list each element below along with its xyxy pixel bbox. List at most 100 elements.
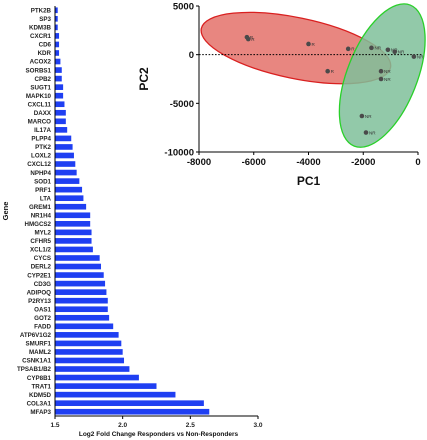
- bar-atp6v1g2: [55, 332, 119, 338]
- bar-kdm5d: [55, 391, 176, 398]
- pca-point-nr: [363, 130, 369, 135]
- bar-category-label: KDM3B: [29, 25, 52, 32]
- group-ellipse-nr: [338, 3, 426, 148]
- bar-category-label: DERL2: [31, 264, 52, 271]
- bar-category-label: MAPK10: [26, 93, 52, 100]
- bar-hmgcs2: [55, 220, 91, 227]
- bar-category-label: SORBS1: [26, 67, 52, 74]
- bar-x-tick-label: 2.0: [118, 422, 127, 429]
- pca-y-tick-label: -5000: [170, 99, 194, 110]
- bar-category-label: SUGT1: [30, 84, 51, 91]
- pca-point-label: NR: [384, 69, 391, 74]
- bar-category-label: HMGCS2: [25, 221, 52, 228]
- bar-kdm3b: [55, 24, 58, 31]
- bar-category-label: ACOX2: [30, 59, 52, 66]
- pca-point-label: R: [351, 47, 355, 52]
- bar-category-label: PLPP4: [31, 136, 51, 143]
- pca-point-label: NR: [365, 114, 372, 119]
- pca-point-label: R: [251, 37, 255, 42]
- bar-category-label: FADD: [34, 324, 51, 331]
- bar-trat1: [55, 383, 157, 389]
- bar-category-label: NR1H4: [31, 212, 52, 219]
- pca-point-label: R: [312, 42, 316, 47]
- pca-point-label: R: [331, 69, 335, 74]
- bar-cxcl12: [55, 161, 76, 167]
- bar-cyp8b1: [55, 374, 139, 381]
- bar-marco: [55, 118, 66, 125]
- pca-y-tick-label: 5000: [173, 2, 194, 13]
- bar-mfap3: [55, 408, 210, 415]
- bar-category-label: CYCS: [34, 255, 51, 262]
- bar-sugt1: [55, 84, 64, 90]
- bar-category-label: TRAT1: [32, 383, 52, 390]
- bar-nphp4: [55, 169, 77, 176]
- bar-myl2: [55, 229, 92, 236]
- pca-point-r: [306, 41, 311, 47]
- pca-point-label: NR: [369, 130, 376, 135]
- bar-oas1: [55, 306, 108, 313]
- pca-point-label: R: [250, 35, 254, 40]
- bar-category-label: COL3A1: [27, 400, 52, 407]
- pca-point-nr: [359, 113, 365, 119]
- bar-category-label: DAXX: [34, 110, 52, 117]
- bar-cycs: [55, 255, 100, 261]
- pca-point-nr: [411, 54, 417, 59]
- bar-category-label: GOT2: [34, 315, 51, 322]
- pca-point-r: [325, 68, 330, 74]
- bar-category-label: CFHR5: [30, 238, 51, 245]
- bar-sp3: [55, 15, 58, 22]
- pca-x-axis-title: PC1: [297, 174, 321, 188]
- bar-cxcl11: [55, 101, 65, 108]
- bar-acox2: [55, 58, 61, 65]
- bar-xcl1-2: [55, 246, 93, 253]
- pca-x-tick-label: -6000: [242, 157, 266, 168]
- bar-category-label: P2RY13: [28, 298, 51, 305]
- bar-category-label: KDM5D: [29, 392, 52, 399]
- bar-ptk2b: [55, 7, 58, 14]
- bar-category-label: CXCL12: [27, 161, 51, 168]
- pca-y-tick-label: 0: [189, 50, 194, 61]
- bar-category-label: ATP6V1G2: [20, 332, 52, 339]
- bar-tpsab1-b2: [55, 366, 130, 372]
- bar-fadd: [55, 323, 114, 330]
- pca-point-label: NR: [417, 54, 424, 59]
- bar-category-label: OAS1: [34, 306, 51, 313]
- pca-point-r: [345, 46, 351, 52]
- bar-col3a1: [55, 400, 204, 407]
- bar-category-label: MFAP3: [30, 409, 51, 416]
- pca-y-tick-label: -10000: [164, 148, 194, 159]
- bar-cd6: [55, 41, 60, 48]
- bar-grem1: [55, 203, 87, 210]
- bar-lta: [55, 195, 84, 202]
- bar-adipoq: [55, 289, 107, 295]
- bar-category-label: CD6: [39, 42, 52, 49]
- bar-category-label: CXCR1: [30, 33, 52, 40]
- bar-got2: [55, 314, 110, 321]
- pca-point-label: NR: [374, 46, 381, 51]
- bar-category-label: PTK2B: [31, 7, 52, 14]
- bar-x-axis-title: Log2 Fold Change Responders vs Non-Respo…: [79, 431, 239, 438]
- bar-cxcr1: [55, 33, 60, 39]
- bar-cfhr5: [55, 238, 92, 244]
- bar-derl2: [55, 263, 102, 270]
- bar-category-label: MAML2: [29, 349, 52, 356]
- bar-category-label: NPHP4: [30, 170, 51, 177]
- pca-x-tick-label: -4000: [296, 157, 320, 168]
- bar-category-label: TPSAB1/B2: [17, 366, 52, 373]
- bar-csnk1a1: [55, 357, 125, 364]
- bar-loxl2: [55, 152, 74, 159]
- bar-category-label: PRF1: [35, 187, 51, 194]
- bar-sod1: [55, 178, 80, 184]
- bar-category-label: CYP8B1: [27, 375, 52, 382]
- bar-nr1h4: [55, 212, 91, 219]
- bar-category-label: PTK2: [35, 144, 51, 151]
- bar-category-label: XCL1/2: [30, 247, 52, 254]
- bar-x-tick-label: 2.5: [186, 422, 195, 429]
- bar-kdr: [55, 50, 60, 56]
- bar-category-label: LOXL2: [31, 153, 51, 160]
- bar-y-axis-title: Gene: [1, 202, 10, 221]
- bar-x-tick-label: 1.5: [50, 422, 59, 429]
- pca-point-nr: [392, 49, 398, 55]
- bar-category-label: CD3G: [34, 281, 51, 288]
